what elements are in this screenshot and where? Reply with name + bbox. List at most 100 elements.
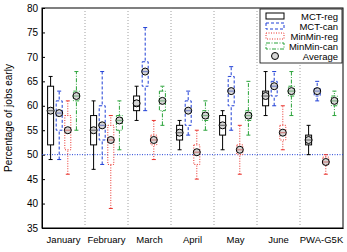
x-tick: February [87, 228, 125, 245]
y-axis-title: Percentage of jobs early [3, 64, 14, 172]
whisker-cap [264, 115, 268, 116]
box [245, 111, 251, 121]
box [56, 101, 62, 130]
whisker-cap [315, 81, 319, 82]
whisker-cap [229, 66, 233, 67]
whisker-cap [178, 120, 182, 121]
whisker-cap [289, 115, 293, 116]
whisker-cap [143, 110, 147, 111]
group-separator [85, 8, 86, 228]
box-series [56, 28, 320, 165]
y-tick-label: 65 [27, 76, 39, 87]
mean-marker [73, 93, 80, 100]
whisker-cap [66, 174, 70, 175]
mean-marker [150, 137, 157, 144]
whisker-cap [281, 105, 285, 106]
whisker-cap [238, 174, 242, 175]
plot-area [42, 8, 343, 228]
whisker-cap [109, 115, 113, 116]
mean-marker [142, 68, 149, 75]
whisker-cap [143, 27, 147, 28]
mean-marker [116, 117, 123, 124]
box [306, 135, 312, 145]
box [280, 125, 286, 140]
whisker-cap [281, 149, 285, 150]
whisker-cap [117, 100, 121, 101]
y-tick-mark [42, 81, 45, 82]
legend-label: Average [303, 51, 338, 62]
box [228, 76, 234, 105]
whisker-cap [324, 154, 328, 155]
whisker-cap [160, 86, 164, 87]
box [271, 81, 277, 96]
group-separator [171, 8, 172, 228]
mean-marker [271, 83, 278, 90]
y-tick-label: 80 [27, 3, 39, 14]
box-series [73, 72, 337, 150]
y-tick: 65 [27, 76, 45, 87]
box [185, 101, 191, 125]
group-separator [257, 8, 258, 228]
x-tick-label: PWA-G5K [300, 234, 344, 245]
whisker-cap [109, 208, 113, 209]
box [65, 116, 71, 150]
x-tick: June [268, 228, 289, 245]
whisker-cap [135, 86, 139, 87]
mean-marker [176, 129, 183, 136]
y-tick: 55 [27, 125, 45, 136]
x-tick-label: January [47, 234, 81, 245]
y-tick-mark [42, 57, 45, 58]
whisker-cap [152, 120, 156, 121]
y-axis-line [43, 9, 46, 229]
legend-swatch [272, 53, 279, 60]
legend-swatch [266, 43, 284, 49]
legend-swatch [266, 13, 284, 19]
y-tick-mark [42, 106, 45, 107]
y-tick-mark [42, 179, 45, 180]
box [220, 116, 226, 136]
x-tick-label: March [136, 234, 162, 245]
y-tick-label: 50 [27, 149, 39, 160]
whisker-cap [203, 100, 207, 101]
y-tick: 35 [27, 223, 45, 234]
y-tick: 70 [27, 52, 45, 63]
box [177, 125, 183, 140]
whisker-cap [221, 110, 225, 111]
y-tick: 80 [27, 3, 45, 14]
box [116, 116, 122, 131]
y-tick-mark [42, 204, 45, 205]
legend-swatch [266, 23, 284, 29]
whisker-cap [307, 125, 311, 126]
mean-marker [202, 112, 209, 119]
whisker-cap [272, 71, 276, 72]
box [73, 91, 79, 101]
x-tick-label: February [87, 234, 125, 245]
whisker-cap [66, 100, 70, 101]
box [263, 91, 269, 106]
whisker-cap [315, 100, 319, 101]
whisker-cap [74, 130, 78, 131]
mean-marker [47, 107, 54, 114]
whisker-cap [117, 149, 121, 150]
whisker-cap [74, 71, 78, 72]
whisker-cap [221, 149, 225, 150]
whisker-cap [160, 125, 164, 126]
box [159, 91, 165, 111]
whisker-cap [186, 135, 190, 136]
mean-marker [193, 149, 200, 156]
box [151, 135, 157, 145]
chart: 35404550556065707580JanuaryFebruaryMarch… [0, 0, 347, 252]
group-separator [128, 8, 129, 228]
box [91, 116, 97, 145]
box [48, 86, 54, 145]
box [288, 86, 294, 96]
x-tick-label: April [183, 234, 202, 245]
mean-marker [262, 93, 269, 100]
box-series [65, 101, 329, 209]
box [99, 106, 105, 140]
y-tick-label: 40 [27, 198, 39, 209]
whisker [248, 81, 249, 135]
y-tick-label: 75 [27, 27, 39, 38]
mean-marker [331, 97, 338, 104]
whisker-cap [246, 135, 250, 136]
